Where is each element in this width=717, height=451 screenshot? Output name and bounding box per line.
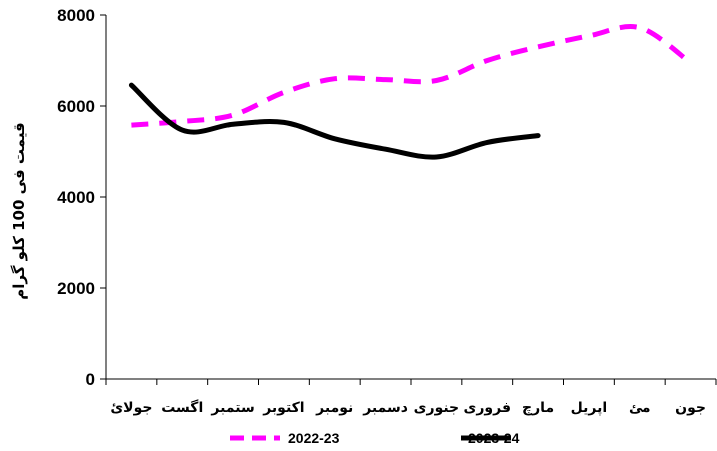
x-tick-label: دسمبر bbox=[362, 400, 408, 416]
y-tick-label: 0 bbox=[86, 370, 95, 389]
x-tick-label: مارچ bbox=[522, 400, 554, 416]
y-tick-label: 8000 bbox=[57, 6, 95, 25]
y-tick-label: 4000 bbox=[57, 188, 95, 207]
legend-label: 2023-24 bbox=[468, 430, 520, 446]
x-tick-label: مئ bbox=[629, 400, 651, 416]
x-tick-label: اپریل bbox=[571, 400, 608, 416]
x-tick-label: اکتوبر bbox=[262, 400, 304, 416]
x-tick-label: اگست bbox=[161, 399, 203, 416]
x-tick-label: ستمبر bbox=[210, 400, 254, 416]
legend-label: 2022-23 bbox=[288, 430, 340, 446]
y-axis-label: قیمت فی 100 کلو گرام bbox=[10, 122, 28, 300]
series-line-2023-24 bbox=[128, 82, 541, 160]
x-tick-label: جنوری bbox=[414, 400, 459, 416]
series-line-2022-23 bbox=[131, 24, 693, 128]
x-tick-label: جولائ bbox=[110, 400, 152, 416]
y-tick-label: 6000 bbox=[57, 97, 95, 116]
x-tick-label: فروری bbox=[464, 400, 511, 416]
x-tick-label: جون bbox=[675, 400, 706, 416]
x-tick-label: نومبر bbox=[315, 400, 353, 416]
y-tick-label: 2000 bbox=[57, 279, 95, 298]
